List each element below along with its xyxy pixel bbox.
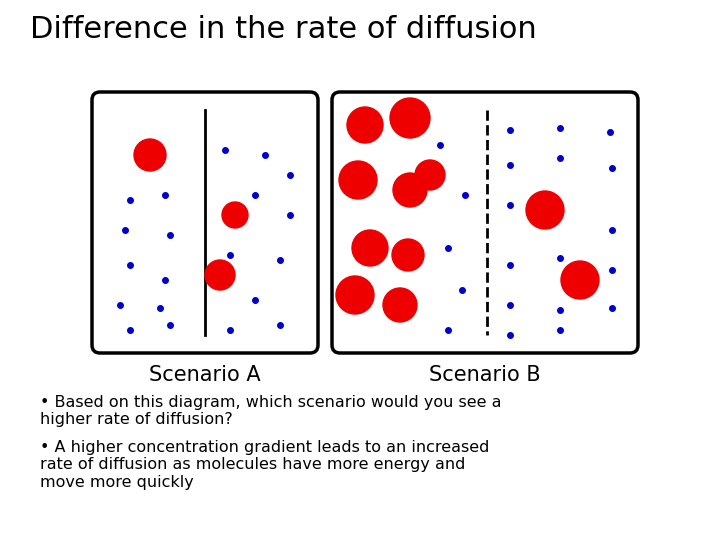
- Circle shape: [392, 239, 424, 271]
- Circle shape: [205, 260, 235, 290]
- Circle shape: [561, 261, 599, 299]
- Circle shape: [339, 161, 377, 199]
- Text: Difference in the rate of diffusion: Difference in the rate of diffusion: [30, 15, 536, 44]
- Circle shape: [134, 139, 166, 171]
- Text: Scenario A: Scenario A: [149, 365, 261, 385]
- Text: • A higher concentration gradient leads to an increased
rate of diffusion as mol: • A higher concentration gradient leads …: [40, 440, 490, 490]
- Circle shape: [347, 107, 383, 143]
- Circle shape: [336, 276, 374, 314]
- FancyBboxPatch shape: [92, 92, 318, 353]
- Text: Scenario B: Scenario B: [429, 365, 541, 385]
- Text: • Based on this diagram, which scenario would you see a
higher rate of diffusion: • Based on this diagram, which scenario …: [40, 395, 502, 427]
- Circle shape: [222, 202, 248, 228]
- Circle shape: [383, 288, 417, 322]
- Circle shape: [390, 98, 430, 138]
- FancyBboxPatch shape: [332, 92, 638, 353]
- Circle shape: [415, 160, 445, 190]
- Circle shape: [526, 191, 564, 229]
- Circle shape: [393, 173, 427, 207]
- Circle shape: [352, 230, 388, 266]
